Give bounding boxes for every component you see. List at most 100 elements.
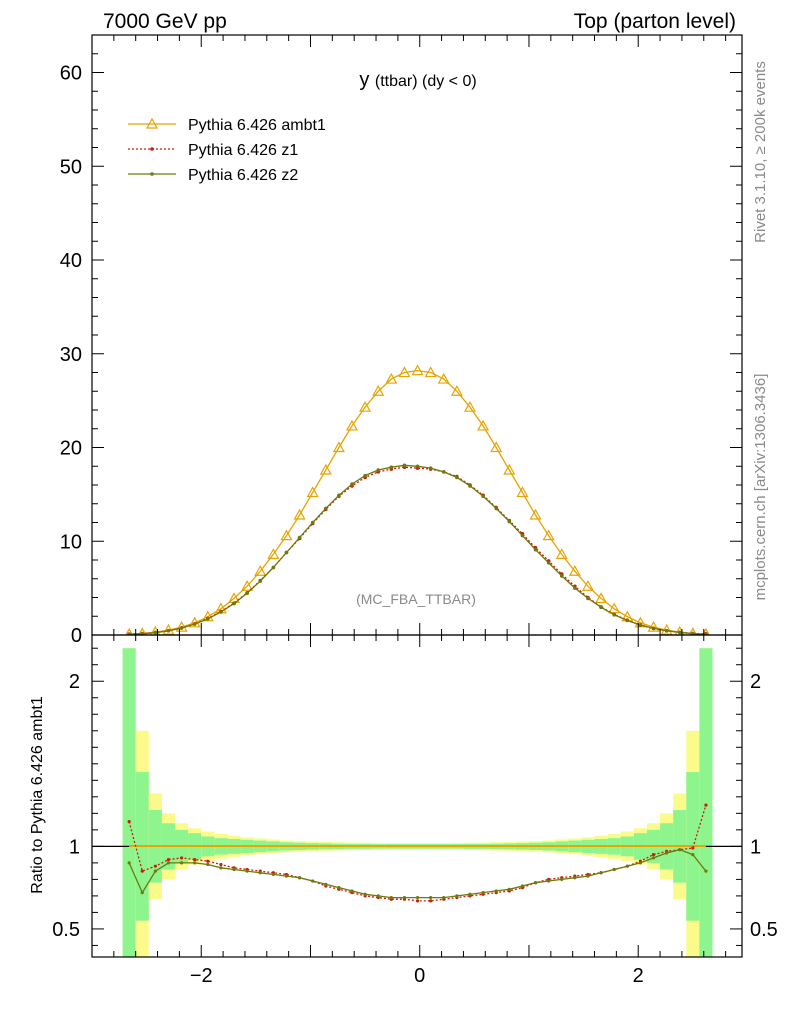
ratio-point-pythia-6-426-z2	[376, 894, 380, 898]
data-point-pythia-6-426-ambt1	[267, 548, 280, 559]
legend-entry-pythia-6-426-z2: Pythia 6.426 z2	[128, 167, 298, 184]
data-point-pythia-6-426-z2	[533, 547, 538, 552]
ratio-point-pythia-6-426-z2	[232, 867, 236, 872]
series-line-pythia-6-426-z2	[129, 464, 706, 635]
ratio-band-inner	[122, 648, 136, 957]
data-point-pythia-6-426-z2	[677, 630, 682, 635]
ratio-point-pythia-6-426-z2	[586, 874, 590, 878]
y-tick-label: 0	[71, 625, 82, 647]
ratio-point-pythia-6-426-z2	[429, 895, 433, 900]
ratio-point-pythia-6-426-z2	[468, 892, 472, 896]
data-point-pythia-6-426-z2	[258, 579, 263, 583]
data-point-pythia-6-426-ambt1	[437, 372, 450, 384]
data-point-pythia-6-426-ambt1	[241, 580, 254, 591]
legend-label: Pythia 6.426 ambt1	[188, 117, 326, 134]
data-point-pythia-6-426-z2	[271, 565, 276, 570]
ratio-point-pythia-6-426-z2	[206, 862, 210, 867]
rivet-version-label: Rivet 3.1.10, ≥ 200k events	[752, 61, 769, 243]
data-point-pythia-6-426-ambt1	[398, 366, 411, 378]
header-process-label: Top (parton level)	[574, 10, 736, 33]
x-tick-label: −2	[190, 965, 213, 987]
data-point-pythia-6-426-z2	[232, 601, 236, 606]
data-point-pythia-6-426-z2	[507, 519, 512, 524]
ratio-point-pythia-6-426-z2	[678, 848, 682, 852]
ratio-axis-label: Ratio to Pythia 6.426 ambt1	[29, 696, 46, 894]
data-point-pythia-6-426-ambt1	[137, 627, 147, 635]
ratio-point-pythia-6-426-z2	[311, 879, 315, 883]
ratio-point-pythia-6-426-z1	[206, 859, 210, 863]
ratio-point-pythia-6-426-z1	[704, 803, 708, 807]
ratio-y-tick-label: 1	[69, 836, 80, 858]
data-point-pythia-6-426-z2	[625, 618, 630, 623]
ratio-point-pythia-6-426-z1	[691, 846, 695, 850]
ratio-y-tick-label: 2	[69, 671, 80, 693]
data-point-pythia-6-426-ambt1	[477, 419, 490, 431]
data-point-pythia-6-426-ambt1	[385, 372, 398, 384]
ratio-y-tick-label-right: 0.5	[750, 919, 778, 941]
data-point-pythia-6-426-z2	[441, 470, 446, 474]
data-point-pythia-6-426-ambt1	[293, 508, 306, 520]
ratio-point-pythia-6-426-z2	[337, 886, 341, 890]
data-point-pythia-6-426-ambt1	[490, 441, 503, 453]
data-point-pythia-6-426-z2	[166, 628, 171, 633]
legend-label: Pythia 6.426 z1	[188, 142, 298, 159]
ratio-point-pythia-6-426-z2	[153, 869, 157, 873]
data-point-pythia-6-426-z2	[455, 475, 459, 480]
ratio-point-pythia-6-426-z2	[297, 876, 302, 880]
data-point-pythia-6-426-ambt1	[595, 592, 608, 604]
data-point-pythia-6-426-z2	[153, 630, 158, 635]
ratio-point-pythia-6-426-z1	[429, 899, 433, 903]
y-tick-label: 50	[60, 156, 82, 178]
data-point-pythia-6-426-ambt1	[529, 508, 542, 520]
ratio-point-pythia-6-426-z2	[455, 894, 459, 898]
x-tick-label: 0	[414, 965, 425, 987]
data-point-pythia-6-426-z2	[310, 520, 315, 525]
plot-title-sub: (ttbar) (dy < 0)	[375, 73, 477, 90]
ratio-point-pythia-6-426-z2	[127, 861, 131, 865]
data-point-pythia-6-426-z2	[559, 574, 564, 578]
ratio-point-pythia-6-426-z2	[560, 877, 564, 881]
data-point-pythia-6-426-ambt1	[555, 548, 568, 559]
ratio-y-tick-label-right: 2	[750, 671, 761, 693]
data-point-pythia-6-426-z2	[481, 494, 485, 499]
data-point-pythia-6-426-ambt1	[254, 565, 267, 576]
ratio-point-pythia-6-426-z2	[573, 876, 577, 880]
legend-label: Pythia 6.426 z2	[188, 167, 298, 184]
data-point-pythia-6-426-ambt1	[280, 529, 293, 541]
ratio-series-group	[127, 803, 708, 903]
data-point-pythia-6-426-z2	[494, 506, 499, 511]
watermark-label: (MC_FBA_TTBAR)	[356, 591, 476, 607]
header-collision-label: 7000 GeV pp	[103, 10, 227, 33]
data-point-pythia-6-426-ambt1	[463, 400, 477, 412]
main-series-group	[125, 364, 710, 635]
data-point-pythia-6-426-z2	[140, 632, 145, 635]
data-point-pythia-6-426-z2	[573, 586, 577, 590]
data-point-pythia-6-426-z2	[415, 464, 420, 469]
data-point-pythia-6-426-ambt1	[201, 610, 214, 622]
ratio-point-pythia-6-426-z2	[350, 889, 354, 893]
ratio-point-pythia-6-426-z2	[704, 869, 708, 873]
ratio-point-pythia-6-426-z2	[193, 861, 197, 865]
ratio-point-pythia-6-426-z2	[179, 861, 184, 865]
data-point-pythia-6-426-z2	[127, 632, 131, 635]
legend-marker-triangle	[145, 117, 159, 129]
plot-title-main: y	[359, 69, 375, 91]
ratio-point-pythia-6-426-z2	[547, 879, 551, 883]
data-point-pythia-6-426-ambt1	[306, 486, 319, 498]
series-line-pythia-6-426-z1	[129, 466, 706, 635]
legend-marker-dot	[150, 172, 154, 176]
ratio-point-pythia-6-426-z1	[127, 819, 131, 824]
ratio-point-pythia-6-426-z2	[324, 882, 328, 886]
data-point-pythia-6-426-z2	[337, 493, 341, 498]
data-point-pythia-6-426-z2	[599, 605, 603, 610]
ratio-point-pythia-6-426-z2	[389, 895, 393, 900]
ratio-point-pythia-6-426-z2	[481, 891, 485, 895]
ratio-point-pythia-6-426-z1	[179, 856, 184, 860]
y-tick-label: 10	[60, 531, 82, 553]
data-point-pythia-6-426-ambt1	[162, 623, 175, 635]
data-point-pythia-6-426-z2	[691, 631, 695, 635]
data-point-pythia-6-426-z2	[350, 482, 354, 486]
ratio-y-tick-label-right: 1	[750, 836, 761, 858]
data-point-pythia-6-426-z2	[323, 506, 328, 511]
